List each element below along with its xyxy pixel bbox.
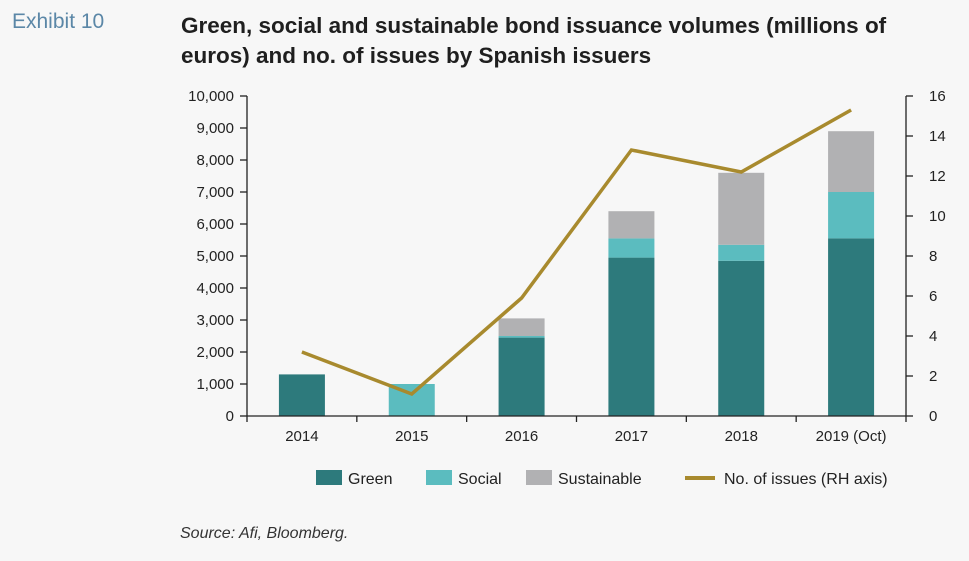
x-tick-label: 2019 (Oct) — [816, 428, 887, 445]
legend-swatch-2 — [526, 470, 552, 485]
legend-swatch-1 — [426, 470, 452, 485]
left-tick-label: 6,000 — [196, 216, 234, 233]
legend: Green Social Sustainable No. of issues (RH … — [316, 470, 888, 488]
bar-green-2018 — [718, 260, 765, 416]
right-tick-label: 8 — [929, 248, 937, 265]
bars-group — [278, 131, 875, 416]
bar-sustainable-2017 — [608, 211, 655, 239]
bar-sustainable-2019Oct — [828, 131, 875, 192]
exhibit-label: Exhibit 10 — [12, 10, 105, 33]
bar-green-2017 — [608, 257, 655, 416]
legend-label-2: Sustainable — [558, 471, 642, 488]
right-tick-label: 12 — [929, 168, 946, 185]
right-tick-label: 2 — [929, 368, 937, 385]
x-tick-label: 2014 — [285, 428, 318, 445]
left-tick-label: 7,000 — [196, 184, 234, 201]
right-tick-label: 0 — [929, 408, 937, 425]
source-note: Source: Afi, Bloomberg. — [180, 525, 349, 542]
right-tick-label: 14 — [929, 128, 946, 145]
left-tick-label: 9,000 — [196, 120, 234, 137]
bar-social-2018 — [718, 244, 765, 261]
right-tick-label: 10 — [929, 208, 946, 225]
right-tick-label: 16 — [929, 88, 946, 105]
left-tick-label: 2,000 — [196, 344, 234, 361]
issues-line — [301, 108, 852, 397]
x-tick-label: 2018 — [725, 428, 758, 445]
x-tick-label: 2015 — [395, 428, 428, 445]
chart-title: Green, social and sustainable bond issua… — [181, 13, 887, 68]
left-tick-label: 8,000 — [196, 152, 234, 169]
legend-swatch-0 — [316, 470, 342, 485]
bar-green-2016 — [498, 337, 545, 416]
bar-social-2016 — [498, 336, 545, 338]
left-tick-label: 0 — [226, 408, 234, 425]
right-tick-label: 4 — [929, 328, 937, 345]
legend-label-1: Social — [458, 471, 502, 488]
issues-line-group — [301, 108, 852, 397]
bar-social-2019Oct — [828, 192, 875, 239]
left-tick-label: 1,000 — [196, 376, 234, 393]
left-tick-label: 10,000 — [188, 88, 234, 105]
left-tick-label: 3,000 — [196, 312, 234, 329]
legend-label-0: Green — [348, 471, 392, 488]
bar-social-2017 — [608, 238, 655, 258]
bar-sustainable-2016 — [498, 318, 545, 336]
axes-group: 0 1,000 2,000 3,000 4,000 5,000 6,000 7,000 8,00… — [188, 88, 946, 445]
right-tick-label: 6 — [929, 288, 937, 305]
left-tick-label: 4,000 — [196, 280, 234, 297]
bar-green-2019Oct — [828, 238, 875, 416]
bar-green-2014 — [278, 374, 325, 416]
legend-label-3: No. of issues (RH axis) — [724, 471, 888, 488]
left-tick-label: 5,000 — [196, 248, 234, 265]
bar-sustainable-2018 — [718, 172, 765, 245]
x-tick-label: 2017 — [615, 428, 648, 445]
x-tick-label: 2016 — [505, 428, 538, 445]
